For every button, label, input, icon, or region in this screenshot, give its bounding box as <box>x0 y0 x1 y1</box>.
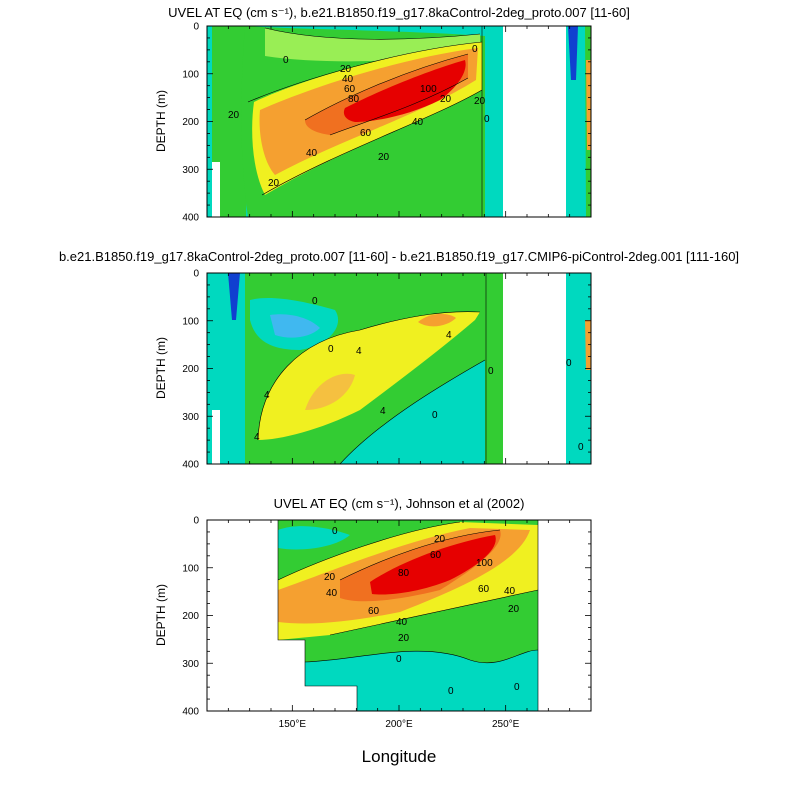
panel-2-orange-patch <box>418 313 456 327</box>
panel-2-contour-label: 0 <box>432 410 438 421</box>
x-tick-label: 150°E <box>279 719 307 730</box>
y-tick-label: 100 <box>182 69 199 80</box>
panel-3-contour-label: 0 <box>332 526 338 537</box>
panel-2-cyan-region <box>340 360 485 464</box>
panel-1-contour-label: 0 <box>472 44 478 55</box>
y-tick-label: 300 <box>182 412 199 423</box>
panel-1-contour-label: 40 <box>412 117 424 128</box>
panel-2-contour-label: 0 <box>312 296 318 307</box>
panel-2-missing-data-west <box>212 410 220 464</box>
panel-3-contour-label: 20 <box>508 604 520 615</box>
panel-2-contour-labels: 0 0 4 4 4 4 0 0 4 0 0 <box>254 296 584 453</box>
panel-2: b.e21.B1850.f19_g17.8kaControl-2deg_prot… <box>59 249 739 471</box>
panel-3-contour-label: 80 <box>398 568 410 579</box>
panel-3-contour-label: 100 <box>476 558 493 569</box>
panel-3-ylabel: DEPTH (m) <box>154 584 168 646</box>
x-axis-label: Longitude <box>362 747 437 766</box>
panel-2-title: b.e21.B1850.f19_g17.8kaControl-2deg_prot… <box>59 249 739 264</box>
panel-2-orange-patch <box>305 373 355 410</box>
y-tick-label: 0 <box>193 22 199 33</box>
panel-1-contour-label: 60 <box>344 84 356 95</box>
panel-1-contour-label: 60 <box>360 128 372 139</box>
y-tick-label: 400 <box>182 460 199 471</box>
panel-3-jet-core <box>370 535 496 595</box>
panel-3-contours <box>277 520 539 711</box>
panel-1-contour-label: 40 <box>342 74 354 85</box>
y-tick-label: 100 <box>182 316 199 327</box>
y-tick-label: 300 <box>182 165 199 176</box>
panel-1-contour-label: 0 <box>283 55 289 66</box>
panel-3-contour-label: 60 <box>368 606 380 617</box>
panel-1-contour-label: 80 <box>348 94 360 105</box>
panel-2-contour-label: 4 <box>356 346 362 357</box>
panel-2-contour-label: 0 <box>566 358 572 369</box>
panel-2-contour-label: 4 <box>446 330 452 341</box>
panel-2-blue-west <box>270 314 320 338</box>
panel-3-contour-labels: 0 20 20 40 60 80 100 60 40 20 60 40 20 0… <box>324 526 520 697</box>
y-tick-label: 0 <box>193 269 199 280</box>
y-tick-label: 300 <box>182 659 199 670</box>
panel-3-contour-label: 40 <box>504 586 516 597</box>
panel-1-contour-label: 0 <box>484 114 490 125</box>
y-tick-label: 100 <box>182 563 199 574</box>
panel-2-contour-label: 0 <box>488 366 494 377</box>
y-tick-label: 400 <box>182 213 199 224</box>
panel-1: UVEL AT EQ (cm s⁻¹), b.e21.B1850.f19_g17… <box>154 5 630 224</box>
panel-3-cyan-surface <box>278 526 350 550</box>
panel-3-contour-label: 20 <box>434 534 446 545</box>
panel-1-ylabel: DEPTH (m) <box>154 90 168 152</box>
panel-1-contour-label: 20 <box>228 110 240 121</box>
panel-3-title: UVEL AT EQ (cm s⁻¹), Johnson et al (2002… <box>274 496 525 511</box>
x-tick-label: 250°E <box>492 719 520 730</box>
panel-1-title: UVEL AT EQ (cm s⁻¹), b.e21.B1850.f19_g17… <box>168 5 630 20</box>
panel-2-contour-label: 0 <box>578 442 584 453</box>
y-tick-label: 400 <box>182 707 199 718</box>
panel-3-contour-label: 40 <box>396 617 408 628</box>
panel-1-contour-label: 20 <box>440 94 452 105</box>
panel-1-contour-label: 40 <box>306 148 318 159</box>
panel-3-contour-label: 0 <box>448 686 454 697</box>
panel-3-contour-label: 20 <box>398 633 410 644</box>
panel-1-contour-label: 100 <box>420 84 437 95</box>
y-tick-label: 0 <box>193 516 199 527</box>
panel-3-contour-label: 0 <box>396 654 402 665</box>
panel-3-contour-label: 20 <box>324 572 336 583</box>
panel-2-ylabel: DEPTH (m) <box>154 337 168 399</box>
panel-2-contour-label: 4 <box>254 432 260 443</box>
panel-2-contours <box>207 273 591 464</box>
panel-1-contour-label: 20 <box>378 152 390 163</box>
panel-2-missing-data <box>503 273 566 464</box>
panel-3-cyan-deep <box>305 650 538 711</box>
x-tick-label: 200°E <box>385 719 413 730</box>
panel-1-contour-labels: 0 20 40 60 80 100 20 40 60 20 0 20 20 40… <box>228 44 490 189</box>
panel-2-contour-label: 4 <box>380 406 386 417</box>
panel-1-east-orange <box>586 60 591 150</box>
panel-3-contour-label: 40 <box>326 588 338 599</box>
panel-1-contours <box>207 26 591 217</box>
panel-1-contour-label: 20 <box>268 178 280 189</box>
panel-3-contour-label: 0 <box>514 682 520 693</box>
panel-1-jet-core <box>343 60 466 122</box>
panel-2-blue-spike <box>228 273 240 320</box>
panel-3-contour-label: 60 <box>478 584 490 595</box>
panel-1-missing-data <box>503 26 566 217</box>
panel-1-contour-label: 20 <box>474 96 486 107</box>
panel-2-contour-label: 4 <box>264 390 270 401</box>
panel-1-contour-label: 20 <box>340 64 352 75</box>
panel-1-east-blue <box>568 26 578 80</box>
y-tick-label: 200 <box>182 364 199 375</box>
y-tick-label: 200 <box>182 117 199 128</box>
y-tick-label: 200 <box>182 611 199 622</box>
panel-3-contour-label: 60 <box>430 550 442 561</box>
panel-3: UVEL AT EQ (cm s⁻¹), Johnson et al (2002… <box>154 496 592 766</box>
panel-2-contour-label: 0 <box>328 344 334 355</box>
panel-1-missing-data-west <box>212 162 220 217</box>
